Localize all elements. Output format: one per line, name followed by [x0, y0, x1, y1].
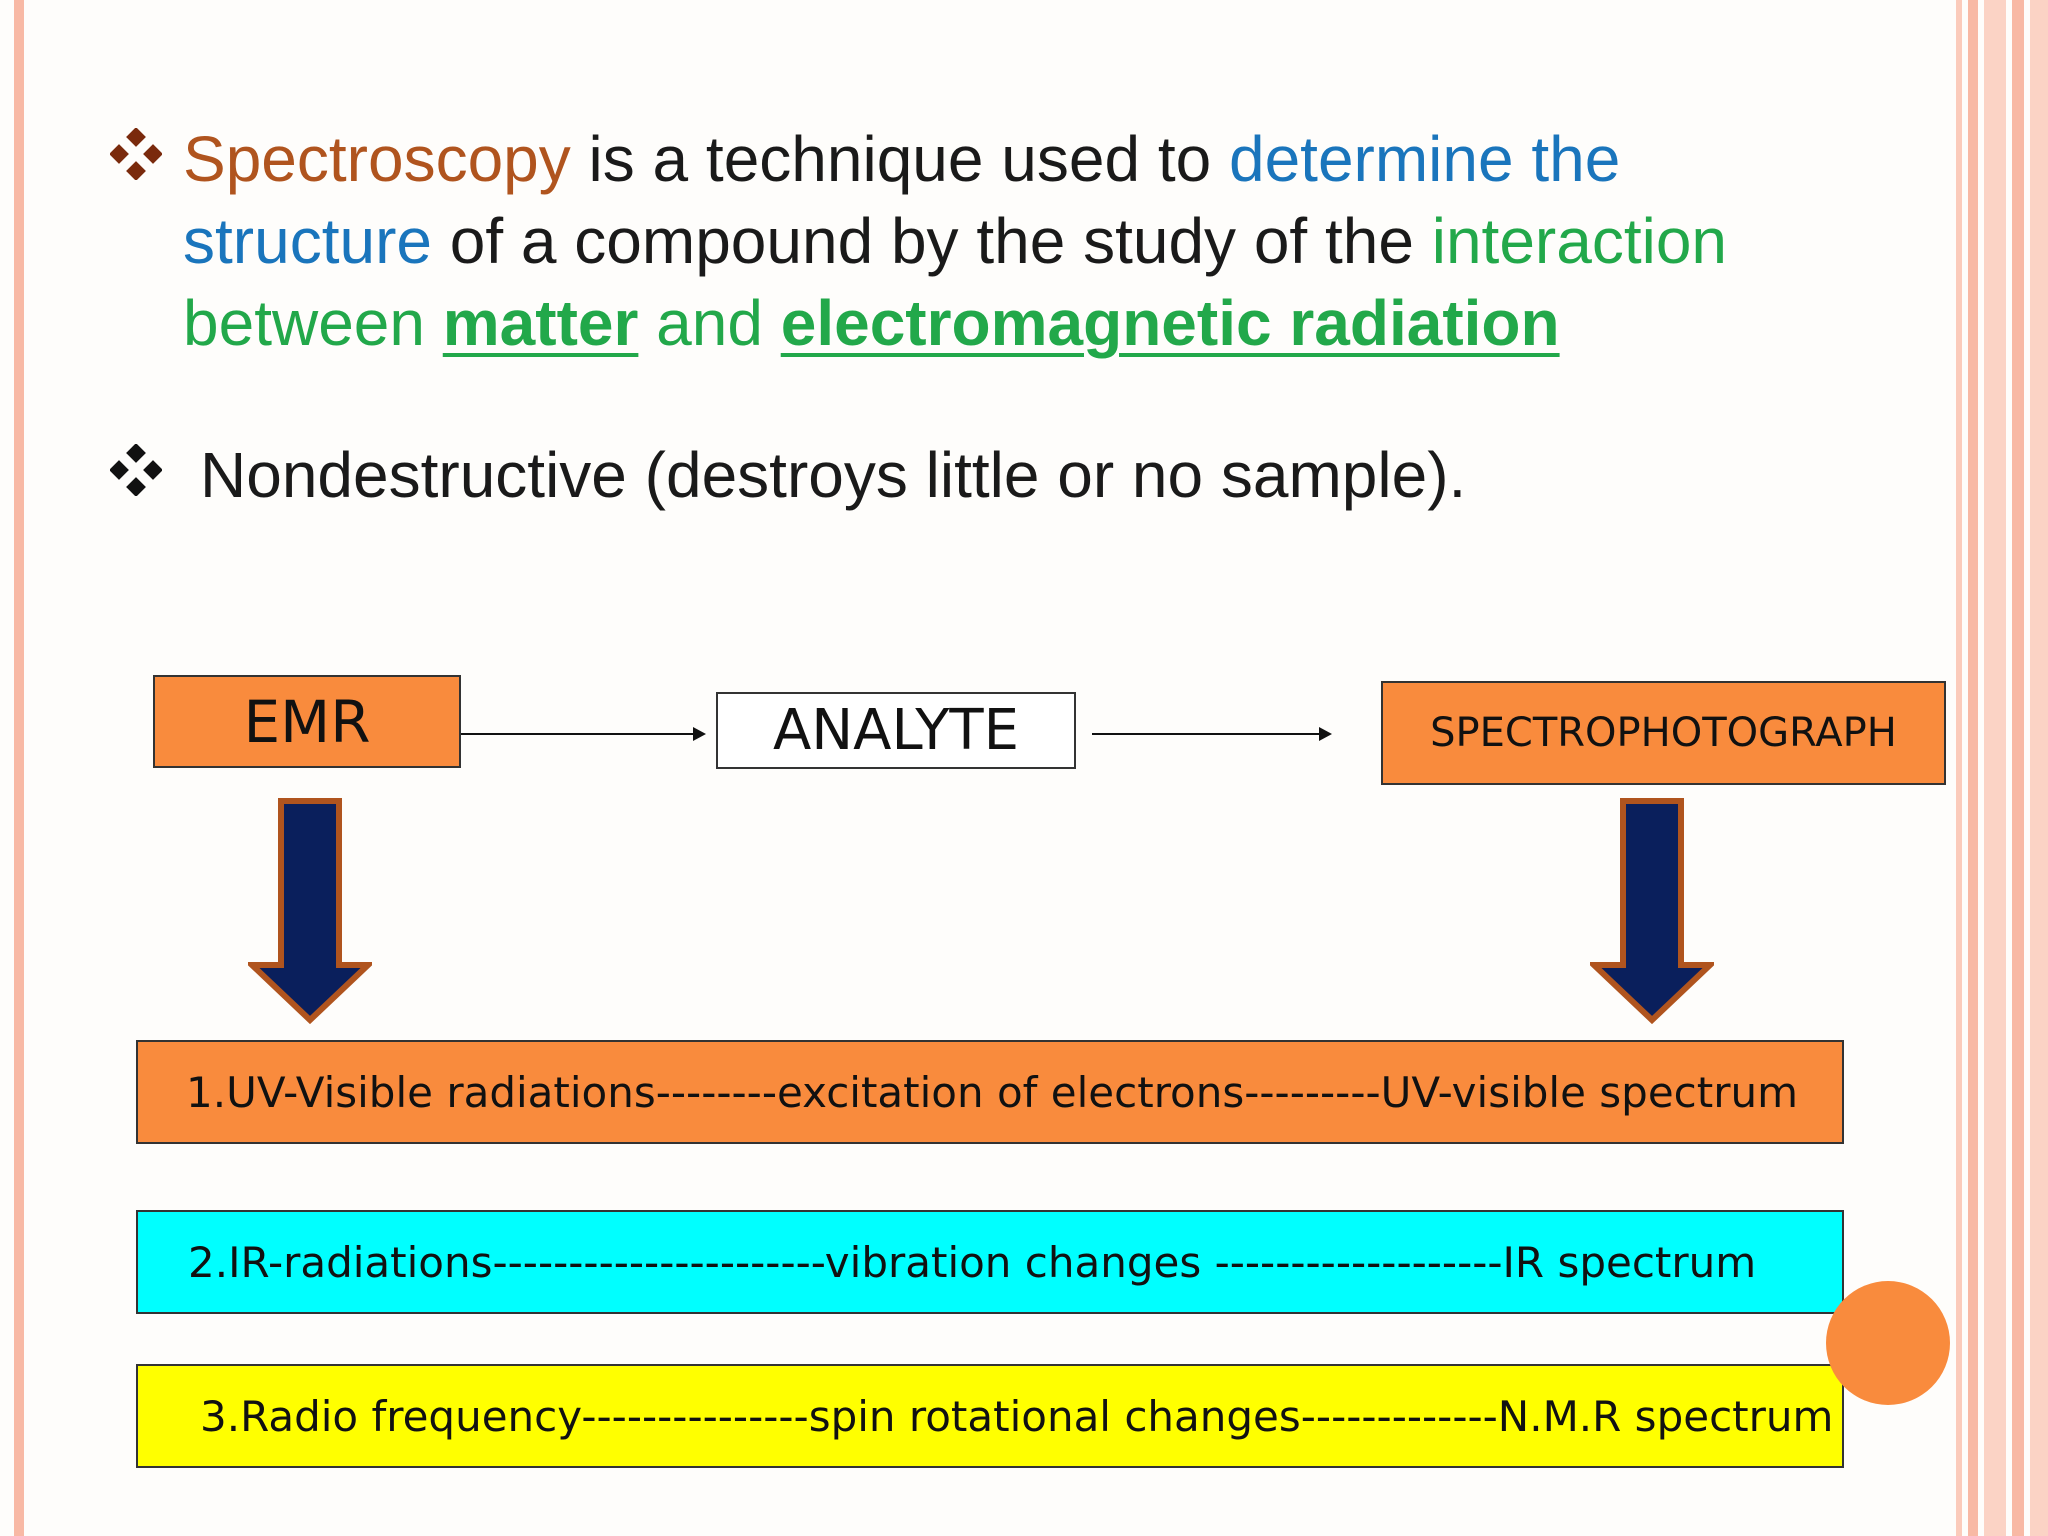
term-interaction: interaction between	[183, 205, 1727, 359]
emr-box: EMR	[153, 675, 461, 768]
term-determine-structure: determine the structure	[183, 123, 1621, 277]
text-fragment: and	[638, 287, 781, 359]
right-arrow-icon	[1092, 727, 1332, 741]
ir-row: 2.IR-radiations----------------------vib…	[136, 1210, 1844, 1314]
analyte-box: ANALYTE	[716, 692, 1076, 769]
down-arrow-icon	[1590, 798, 1714, 1024]
spectrophotograph-box: SPECTROPHOTOGRAPH	[1381, 681, 1946, 785]
uv-visible-row: 1.UV-Visible radiations--------excitatio…	[136, 1040, 1844, 1144]
term-electromagnetic-radiation: electromagnetic radiation	[780, 287, 1560, 359]
term-spectroscopy: Spectroscopy	[183, 123, 571, 195]
down-arrow-icon	[248, 798, 372, 1024]
nmr-row: 3.Radio frequency---------------spin rot…	[136, 1364, 1844, 1468]
diamond-bullet-icon	[110, 128, 162, 180]
bullet-nondestructive: Nondestructive (destroys little or no sa…	[200, 439, 1467, 511]
right-arrow-icon	[461, 727, 706, 741]
term-matter: matter	[442, 287, 639, 359]
text-fragment: of a compound by the study of the	[431, 205, 1432, 277]
right-border-stripe	[2012, 0, 2024, 1536]
left-border	[14, 0, 24, 1536]
bullet-definition: Spectroscopy is a technique used to dete…	[183, 118, 1883, 364]
text-fragment: is a technique used to	[570, 123, 1229, 195]
right-border-stripe	[1956, 0, 1962, 1536]
diamond-bullet-icon	[110, 444, 162, 496]
right-border-stripe	[2030, 0, 2048, 1536]
right-border-stripe	[1968, 0, 1978, 1536]
decorative-circle	[1826, 1281, 1950, 1405]
right-border-stripe	[1984, 0, 2006, 1536]
